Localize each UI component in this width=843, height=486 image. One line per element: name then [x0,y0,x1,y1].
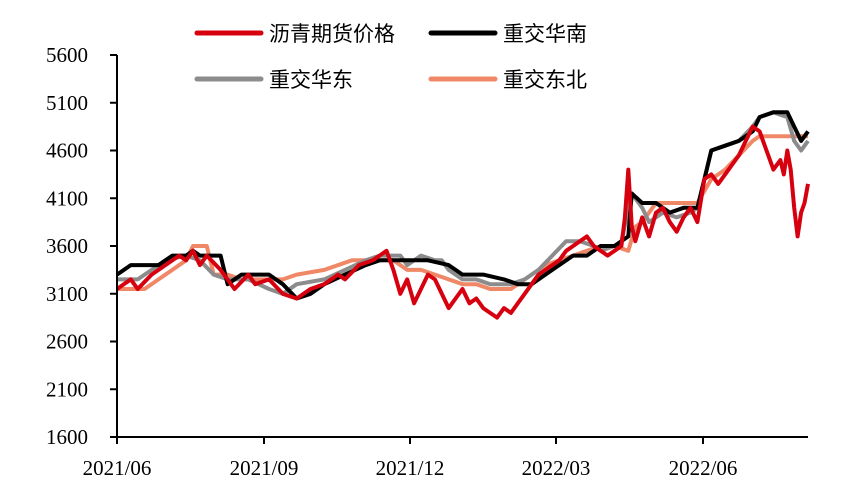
x-tick-label: 2021/06 [83,456,152,480]
x-tick-label: 2022/03 [522,456,591,480]
y-tick-label: 4100 [46,186,88,210]
y-tick-label: 2600 [46,330,88,354]
y-tick-label: 3100 [46,282,88,306]
series-line [115,124,810,320]
y-tick-label: 5100 [46,91,88,115]
y-tick-label: 1600 [46,425,88,449]
x-tick-label: 2021/09 [230,456,299,480]
legend-label: 沥青期货价格 [269,22,395,46]
series-line [115,110,810,301]
x-tick-label: 2022/06 [669,456,738,480]
y-tick-label: 3600 [46,234,88,258]
series-lines [115,110,810,320]
legend-label: 重交东北 [503,68,587,92]
axes: 1600 2100 2600 3100 3600 4100 4600 5100 5600 2021… [46,43,808,480]
y-tick-label: 2100 [46,377,88,401]
y-tick-label: 5600 [46,43,88,67]
legend-label: 重交华南 [503,22,587,46]
legend-label: 重交华东 [269,68,353,92]
series-line [117,110,810,296]
x-tick-label: 2021/12 [376,456,445,480]
y-tick-label: 4600 [46,139,88,163]
series-line [117,134,808,291]
